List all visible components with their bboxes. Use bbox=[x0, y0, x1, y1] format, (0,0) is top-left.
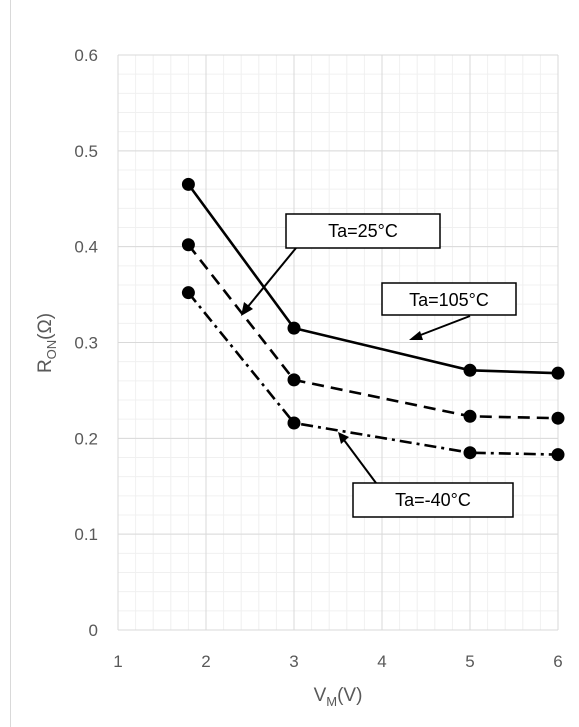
data-point bbox=[181, 286, 195, 300]
series-line bbox=[187, 183, 559, 375]
series-3 bbox=[181, 286, 565, 462]
data-point bbox=[181, 177, 195, 191]
series-line bbox=[187, 291, 559, 456]
callout-ta-105: Ta=105°C bbox=[381, 282, 517, 340]
callout-label-ta-minus-40: Ta=-40°C bbox=[395, 490, 471, 510]
arrowhead bbox=[338, 432, 349, 444]
callout-ta-25: Ta=25°C bbox=[241, 213, 441, 316]
y-tick-label: 0.4 bbox=[74, 238, 98, 257]
callout-arrow bbox=[343, 439, 377, 484]
series-line bbox=[187, 243, 559, 420]
y-tick-label: 0 bbox=[89, 621, 98, 640]
callout-box bbox=[285, 213, 441, 249]
y-tick-label: 0.1 bbox=[74, 525, 98, 544]
major-grid bbox=[117, 54, 559, 631]
callout-label-ta-25: Ta=25°C bbox=[328, 221, 398, 241]
x-tick-label: 5 bbox=[465, 652, 474, 671]
x-tick-label: 6 bbox=[553, 652, 562, 671]
callout-box bbox=[381, 282, 517, 316]
callout-arrow bbox=[417, 315, 471, 337]
x-axis-title: VM(V) bbox=[314, 685, 363, 709]
data-point bbox=[463, 363, 477, 377]
data-point bbox=[551, 366, 565, 380]
y-tick-labels: 0 0.1 0.2 0.3 0.4 0.5 0.6 bbox=[74, 46, 98, 640]
left-frame-border bbox=[10, 0, 11, 727]
data-point bbox=[287, 373, 301, 387]
series-layer bbox=[181, 177, 565, 462]
callout-box bbox=[352, 482, 514, 518]
data-point bbox=[551, 448, 565, 462]
data-point bbox=[551, 411, 565, 425]
data-point bbox=[287, 321, 301, 335]
arrowhead bbox=[241, 302, 253, 316]
data-point bbox=[181, 238, 195, 252]
arrowhead bbox=[409, 331, 423, 340]
callout-arrow bbox=[245, 247, 297, 310]
data-point bbox=[287, 416, 301, 430]
callout-ta-minus-40: Ta=-40°C bbox=[338, 432, 514, 518]
x-tick-label: 1 bbox=[113, 652, 122, 671]
x-tick-label: 2 bbox=[201, 652, 210, 671]
y-tick-label: 0.5 bbox=[74, 142, 98, 161]
data-point bbox=[463, 409, 477, 423]
y-tick-label: 0.3 bbox=[74, 334, 98, 353]
callout-label-ta-105: Ta=105°C bbox=[409, 290, 489, 310]
x-tick-labels: 1 2 3 4 5 6 bbox=[113, 652, 562, 671]
x-tick-label: 3 bbox=[289, 652, 298, 671]
series-2 bbox=[181, 238, 565, 425]
series-1 bbox=[181, 177, 565, 380]
data-point bbox=[463, 446, 477, 460]
y-axis-title: RON(Ω) bbox=[35, 313, 59, 373]
y-tick-label: 0.2 bbox=[74, 429, 98, 448]
y-tick-label: 0.6 bbox=[74, 46, 98, 65]
x-tick-label: 4 bbox=[377, 652, 386, 671]
